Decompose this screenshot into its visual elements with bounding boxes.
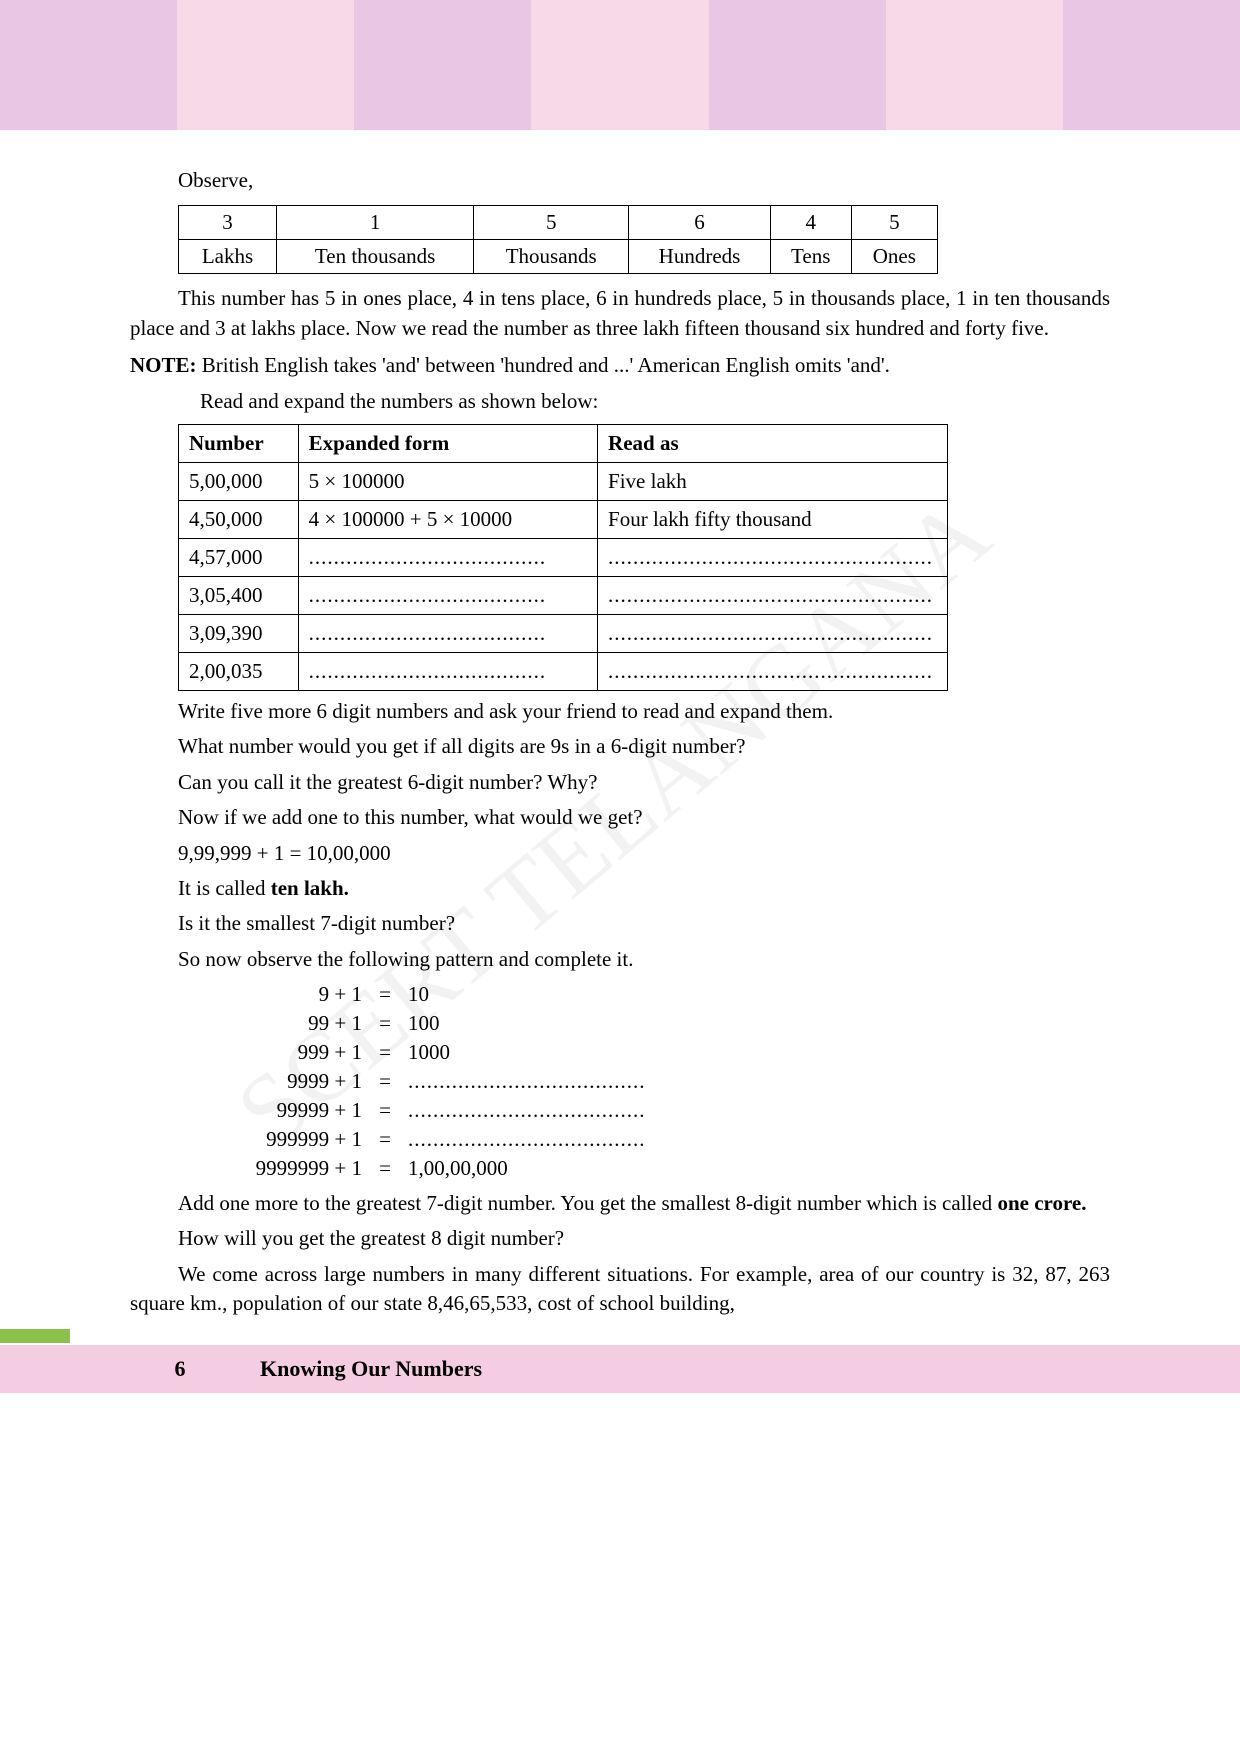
place-digit: 6 bbox=[629, 206, 771, 240]
table-row: 2,00,035 ...............................… bbox=[179, 652, 948, 690]
cell-read: Four lakh fifty thousand bbox=[598, 500, 948, 538]
table-row: Number Expanded form Read as bbox=[179, 424, 948, 462]
note-line1: British English takes 'and' between 'hun… bbox=[197, 353, 890, 377]
cell-number: 4,57,000 bbox=[179, 538, 299, 576]
cell-read: ........................................… bbox=[598, 538, 948, 576]
question-text: Write five more 6 digit numbers and ask … bbox=[178, 697, 1110, 726]
place-digit: 1 bbox=[277, 206, 474, 240]
closing-paragraph: We come across large numbers in many dif… bbox=[130, 1260, 1110, 1319]
question-text: So now observe the following pattern and… bbox=[178, 945, 1110, 974]
equation-text: 9,99,999 + 1 = 10,00,000 bbox=[178, 839, 1110, 868]
observe-label: Observe, bbox=[130, 166, 1110, 195]
place-label: Tens bbox=[770, 240, 851, 274]
place-label: Lakhs bbox=[179, 240, 277, 274]
cell-expanded: ...................................... bbox=[298, 576, 597, 614]
table-row: 4,57,000 ...............................… bbox=[179, 538, 948, 576]
column-header: Number bbox=[179, 424, 299, 462]
table-row: 9 + 1=10 bbox=[210, 980, 660, 1009]
place-digit: 4 bbox=[770, 206, 851, 240]
question-text: What number would you get if all digits … bbox=[178, 732, 1110, 761]
cell-number: 5,00,000 bbox=[179, 462, 299, 500]
cell-read: Five lakh bbox=[598, 462, 948, 500]
question-text: Can you call it the greatest 6-digit num… bbox=[178, 768, 1110, 797]
cell-expanded: ...................................... bbox=[298, 538, 597, 576]
cell-number: 3,09,390 bbox=[179, 614, 299, 652]
footer-bar: 6 Knowing Our Numbers bbox=[0, 1345, 1240, 1393]
table-row: 3 1 5 6 4 5 bbox=[179, 206, 938, 240]
question-text: Now if we add one to this number, what w… bbox=[178, 803, 1110, 832]
table-row: 5,00,000 5 × 100000 Five lakh bbox=[179, 462, 948, 500]
cell-read: ........................................… bbox=[598, 614, 948, 652]
table-row: Lakhs Ten thousands Thousands Hundreds T… bbox=[179, 240, 938, 274]
place-value-table: 3 1 5 6 4 5 Lakhs Ten thousands Thousand… bbox=[178, 205, 938, 274]
note-line2: Read and expand the numbers as shown bel… bbox=[130, 387, 1110, 416]
place-digit: 5 bbox=[474, 206, 629, 240]
note-label: NOTE: bbox=[130, 353, 197, 377]
cell-expanded: 4 × 100000 + 5 × 10000 bbox=[298, 500, 597, 538]
cell-number: 2,00,035 bbox=[179, 652, 299, 690]
cell-expanded: 5 × 100000 bbox=[298, 462, 597, 500]
place-label: Hundreds bbox=[629, 240, 771, 274]
cell-read: ........................................… bbox=[598, 652, 948, 690]
table-row: 9999 + 1=...............................… bbox=[210, 1067, 660, 1096]
column-header: Read as bbox=[598, 424, 948, 462]
cell-read: ........................................… bbox=[598, 576, 948, 614]
table-row: 99 + 1=100 bbox=[210, 1009, 660, 1038]
table-row: 999 + 1=1000 bbox=[210, 1038, 660, 1067]
table-row: 3,09,390 ...............................… bbox=[179, 614, 948, 652]
cell-number: 4,50,000 bbox=[179, 500, 299, 538]
description-paragraph: This number has 5 in ones place, 4 in te… bbox=[130, 284, 1110, 343]
place-label: Ones bbox=[851, 240, 937, 274]
top-color-bands bbox=[0, 0, 1240, 130]
footer-accent bbox=[0, 1329, 70, 1343]
table-row: 3,05,400 ...............................… bbox=[179, 576, 948, 614]
column-header: Expanded form bbox=[298, 424, 597, 462]
place-label: Thousands bbox=[474, 240, 629, 274]
cell-number: 3,05,400 bbox=[179, 576, 299, 614]
cell-expanded: ...................................... bbox=[298, 652, 597, 690]
called-ten-lakh: It is called ten lakh. bbox=[178, 874, 1110, 903]
place-digit: 3 bbox=[179, 206, 277, 240]
pattern-table: 9 + 1=10 99 + 1=100 999 + 1=1000 9999 + … bbox=[210, 980, 660, 1183]
place-label: Ten thousands bbox=[277, 240, 474, 274]
expanded-form-table: Number Expanded form Read as 5,00,000 5 … bbox=[178, 424, 948, 691]
table-row: 9999999 + 1=1,00,00,000 bbox=[210, 1154, 660, 1183]
cell-expanded: ...................................... bbox=[298, 614, 597, 652]
table-row: 999999 + 1=.............................… bbox=[210, 1125, 660, 1154]
page-number: 6 bbox=[130, 1356, 230, 1382]
place-digit: 5 bbox=[851, 206, 937, 240]
chapter-title: Knowing Our Numbers bbox=[260, 1356, 482, 1382]
closing-paragraph: Add one more to the greatest 7-digit num… bbox=[130, 1189, 1110, 1218]
closing-question: How will you get the greatest 8 digit nu… bbox=[130, 1224, 1110, 1253]
note-block: NOTE: British English takes 'and' betwee… bbox=[130, 351, 1110, 416]
table-row: 99999 + 1=..............................… bbox=[210, 1096, 660, 1125]
question-text: Is it the smallest 7-digit number? bbox=[178, 909, 1110, 938]
page-footer: 6 Knowing Our Numbers bbox=[130, 1343, 1110, 1393]
table-row: 4,50,000 4 × 100000 + 5 × 10000 Four lak… bbox=[179, 500, 948, 538]
